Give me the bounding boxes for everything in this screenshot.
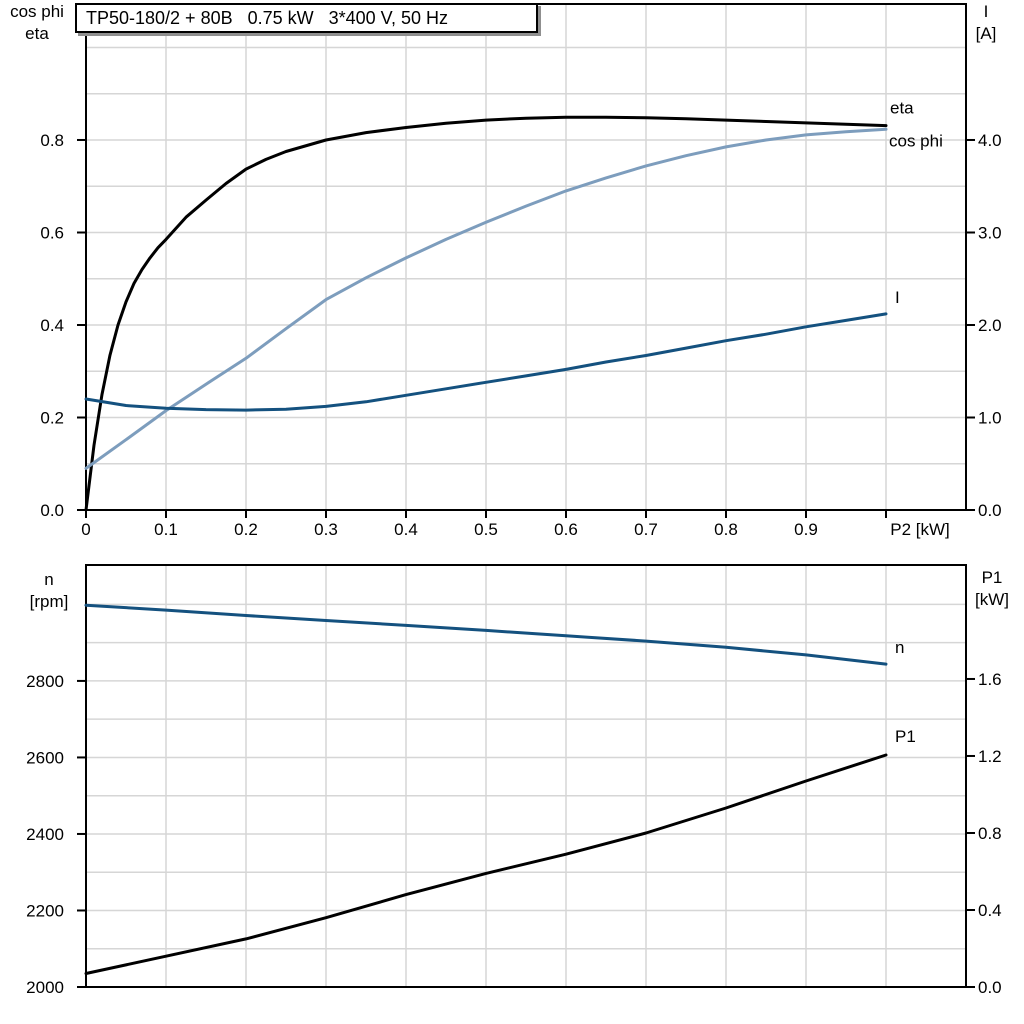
x-axis-tick-label: 0.3 — [314, 520, 338, 539]
top-left-axis-title-line1: cos phi — [10, 2, 64, 21]
left-axis-tick-label: 2600 — [26, 748, 64, 767]
left-axis-tick-label: 0.8 — [40, 131, 64, 150]
right-axis-tick-label: 1.2 — [978, 747, 1002, 766]
right-axis-tick-label: 0.0 — [978, 501, 1002, 520]
left-axis-tick-label: 2400 — [26, 825, 64, 844]
right-axis-tick-label: 4.0 — [978, 131, 1002, 150]
left-axis-tick-label: 0.2 — [40, 408, 64, 427]
right-axis-tick-label: 0.0 — [978, 978, 1002, 997]
curve-I — [84, 312, 888, 412]
left-axis-tick-label: 2000 — [26, 978, 64, 997]
top-left-axis-title-line2: eta — [25, 24, 49, 43]
curve-cos-phi — [84, 127, 888, 470]
top-right-axis-title-line2: [A] — [975, 24, 997, 43]
right-axis-tick-label: 2.0 — [978, 316, 1002, 335]
right-axis-tick-label: 3.0 — [978, 223, 1002, 242]
x-axis-tick-label: 0.1 — [154, 520, 178, 539]
plot-border — [85, 3, 967, 511]
right-axis-tick-label: 0.8 — [978, 824, 1002, 843]
plot-border — [85, 564, 967, 988]
bottom-chart: 2000 2200 2400 2600 2800 0.0 0.4 0.8 1.2 1.6 n P1 — [26, 564, 1002, 997]
x-axis-tick-label: 0.6 — [554, 520, 578, 539]
left-axis-tick-label: 2800 — [26, 672, 64, 691]
top-chart: 0.0 0.2 0.4 0.6 0.8 0.0 1.0 2.0 3.0 4.0 0 0.1 0.2 0.3… — [40, 3, 1002, 539]
x-axis-tick-label: 0.4 — [394, 520, 418, 539]
top-right-axis-title: I [A] — [956, 1, 1016, 45]
right-axis-tick-label: 1.0 — [978, 408, 1002, 427]
x-axis-tick-label: 0.7 — [634, 520, 658, 539]
top-left-axis-title: cos phi eta — [7, 1, 67, 45]
right-axis-tick-label: 0.4 — [978, 901, 1002, 920]
bottom-right-axis-title-line1: P1 — [981, 568, 1003, 587]
bottom-left-axis-title-line2: [rpm] — [29, 592, 69, 611]
bottom-left-axis-title: n [rpm] — [19, 569, 79, 613]
chart-title-box: TP50-180/2 + 80B 0.75 kW 3*400 V, 50 Hz — [75, 3, 538, 33]
chart-title: TP50-180/2 + 80B 0.75 kW 3*400 V, 50 Hz — [86, 7, 449, 28]
right-axis-tick-label: 1.6 — [978, 670, 1002, 689]
x-axis-tick-label: 0.9 — [794, 520, 818, 539]
bottom-right-axis-title: P1 [kW] — [962, 567, 1022, 611]
left-axis-tick-label: 2200 — [26, 901, 64, 920]
curve-n — [84, 603, 888, 666]
bottom-left-axis-title-line1: n — [44, 570, 54, 589]
curve-eta — [84, 115, 888, 512]
curve-label-P1: P1 — [895, 727, 916, 746]
x-axis-tick-label: 0 — [81, 520, 90, 539]
left-axis-tick-label: 0.4 — [40, 316, 64, 335]
bottom-right-axis-title-line2: [kW] — [975, 590, 1009, 609]
left-axis-tick-label: 0.6 — [40, 223, 64, 242]
x-axis-tick-label: 0.2 — [234, 520, 258, 539]
x-axis-tick-label: 0.5 — [474, 520, 498, 539]
curve-label-cos-phi: cos phi — [889, 131, 943, 150]
curve-label-n: n — [895, 638, 904, 657]
top-right-axis-title-line1: I — [983, 2, 989, 21]
curve-label-I: I — [895, 288, 900, 307]
left-axis-tick-label: 0.0 — [40, 501, 64, 520]
x-axis-unit-label: P2 [kW] — [890, 520, 950, 539]
curve-P1 — [84, 753, 888, 975]
x-axis-tick-label: 0.8 — [714, 520, 738, 539]
curve-label-eta: eta — [890, 99, 914, 118]
